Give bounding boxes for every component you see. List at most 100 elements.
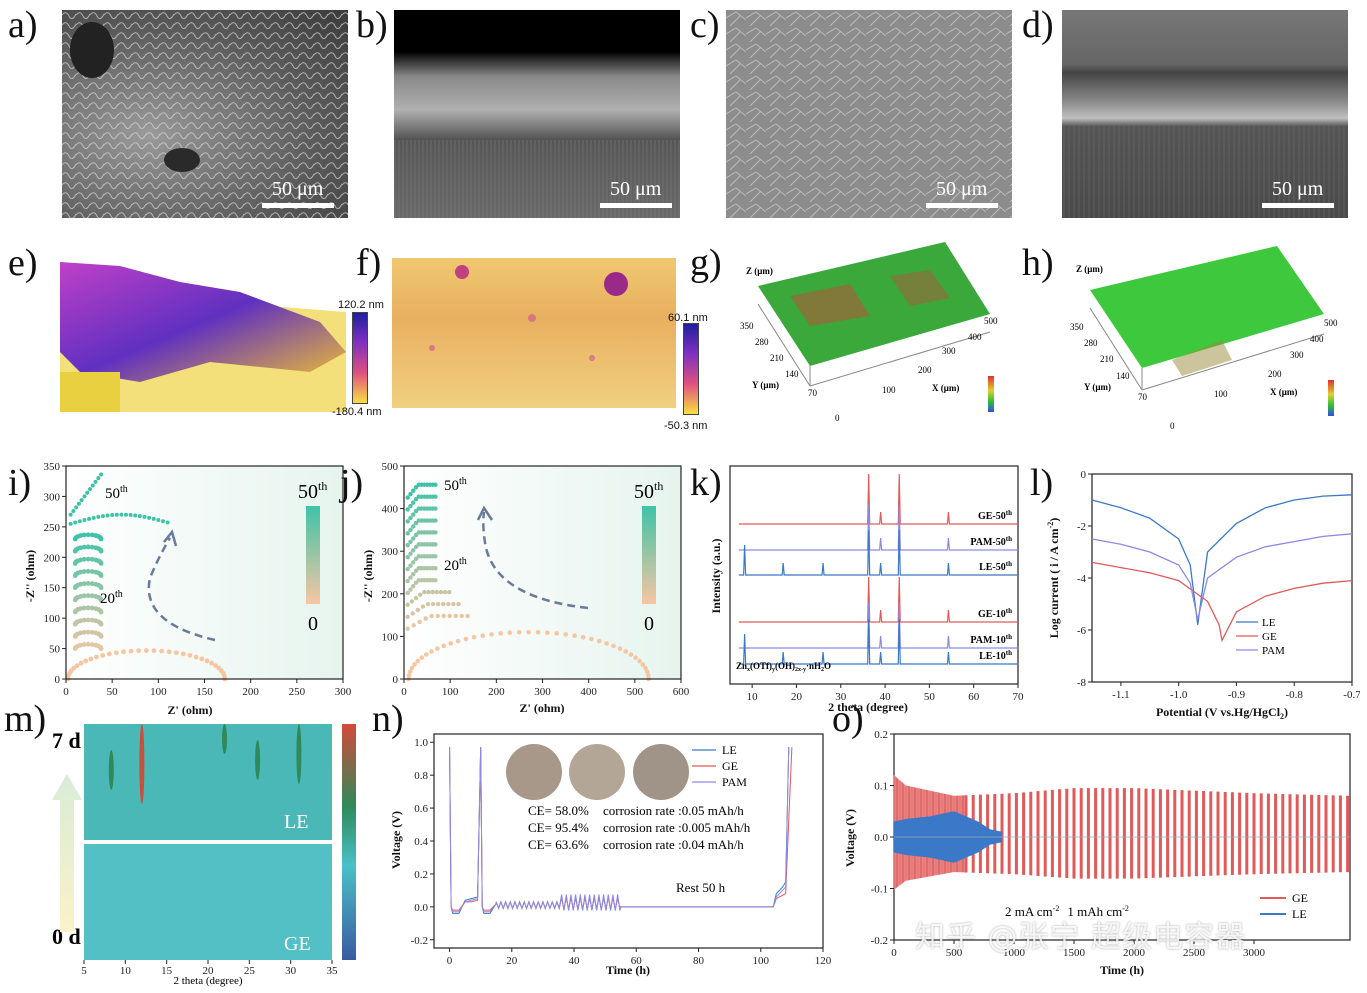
corrosion-rate-n: corrosion rate :0.04 mAh/h bbox=[603, 837, 744, 852]
xrd-trace-k bbox=[738, 602, 1018, 649]
heatmap-streak-m bbox=[255, 740, 261, 780]
y-tick-o: 0.1 bbox=[874, 781, 888, 793]
eis-point-i bbox=[151, 516, 156, 521]
x-tick-n: 0 bbox=[447, 955, 453, 967]
eis-point-j bbox=[433, 518, 438, 523]
eis-point-j bbox=[405, 566, 410, 572]
panel-label-c: c) bbox=[690, 4, 720, 46]
surface-g-patch2 bbox=[890, 270, 950, 306]
z-label-h: Z (μm) bbox=[1076, 264, 1103, 274]
eis-point-j bbox=[430, 601, 436, 607]
profilometry-g: Z (μm) Y (μm) X (μm) 350 280 210 140 70 … bbox=[740, 242, 998, 423]
eis-point-j bbox=[406, 673, 412, 678]
x-tick-g-3: 400 bbox=[968, 332, 982, 342]
x-tick-o: 500 bbox=[946, 947, 963, 959]
eis-point-i bbox=[98, 548, 104, 554]
xrd-traces-k bbox=[738, 473, 1018, 665]
scale-bar-d bbox=[1262, 203, 1334, 208]
afm-min-e: -180.4 nm bbox=[332, 406, 382, 418]
x-tick-n: 20 bbox=[506, 955, 518, 967]
eis-point-j bbox=[453, 613, 458, 619]
x-tick-m: 20 bbox=[203, 965, 215, 977]
eis-point-i bbox=[68, 512, 73, 517]
x-tick-g-4: 500 bbox=[984, 316, 998, 326]
time-arrow-m bbox=[52, 774, 82, 932]
x-tick-m: 5 bbox=[81, 965, 87, 977]
cbar-top-j: 50th bbox=[634, 479, 663, 503]
x-tick-k: 20 bbox=[791, 691, 803, 703]
xrd-trace-name-k: PAM-10 bbox=[970, 635, 1005, 646]
eis-point-j bbox=[572, 633, 577, 639]
legend-label-o: GE bbox=[1292, 891, 1308, 905]
eis-point-j bbox=[446, 601, 451, 607]
eis-point-i bbox=[98, 536, 104, 542]
eis-point-j bbox=[516, 629, 522, 635]
x-tick-j: 300 bbox=[534, 686, 551, 698]
y-ticks-i: 0 50 100 150 200 250 300 350 bbox=[44, 461, 66, 686]
rest-label-n: Rest 50 h bbox=[676, 880, 726, 895]
eis-point-i bbox=[81, 569, 87, 574]
eis-point-j bbox=[535, 629, 541, 635]
eis-point-i bbox=[81, 581, 87, 587]
xrd-trace-name-k: LE-50 bbox=[979, 562, 1006, 573]
tafel-line-ge bbox=[1091, 561, 1353, 643]
eis-point-j bbox=[409, 599, 415, 604]
chart-l: -1.1 -1.0 -0.9 -0.8 -0.7 0 -2 -4 -6 -8 LE GE PAM P… bbox=[1046, 469, 1360, 721]
eis-point-j bbox=[420, 604, 426, 609]
y-tick-o: -0.2 bbox=[871, 935, 888, 947]
y-tick-g-4: 70 bbox=[808, 388, 818, 398]
tafel-line-pam bbox=[1091, 533, 1353, 620]
y-tick-n: 0.8 bbox=[414, 770, 428, 782]
y-tick-l: 0 bbox=[1081, 469, 1087, 481]
cbar-top-i: 50th bbox=[298, 479, 327, 503]
xrd-trace-label-k: GE-10th bbox=[978, 607, 1012, 620]
panel-label-m: m) bbox=[4, 698, 47, 740]
eis-point-i bbox=[78, 594, 83, 599]
y-tick-j: 200 bbox=[382, 589, 399, 601]
legend-label-l: GE bbox=[1262, 631, 1277, 643]
y-label-h: Y (μm) bbox=[1084, 382, 1111, 392]
colorbar-m bbox=[342, 724, 356, 960]
panel-label-g: g) bbox=[690, 242, 722, 284]
eis-point-j bbox=[433, 494, 438, 499]
x-tick-o: 1500 bbox=[1063, 947, 1086, 959]
panel-label-o: o) bbox=[832, 698, 864, 740]
x-tick-k: 70 bbox=[1013, 691, 1025, 703]
eis-point-i bbox=[89, 569, 95, 574]
eis-point-i bbox=[85, 544, 91, 550]
eis-point-i bbox=[124, 512, 129, 517]
surface-h-patch bbox=[1172, 340, 1232, 376]
x-tick-i: 0 bbox=[63, 686, 69, 698]
legend-label-o: LE bbox=[1292, 907, 1307, 921]
y-ticks-l: 0 -2 -4 -6 -8 bbox=[1077, 469, 1092, 689]
eis-point-j bbox=[646, 673, 651, 678]
heatmap-streak-m bbox=[139, 724, 145, 804]
ce-value-n: CE= 63.6% bbox=[528, 837, 589, 852]
eis-point-j bbox=[413, 497, 419, 502]
eis-point-j bbox=[465, 613, 470, 619]
x-ticks-o: 0 500 1000 1500 2000 2500 3000 bbox=[891, 940, 1266, 959]
eis-point-i bbox=[82, 518, 87, 523]
eis-point-j bbox=[410, 611, 415, 616]
eis-point-i bbox=[85, 641, 91, 647]
eis-point-i bbox=[89, 556, 95, 562]
eis-point-i bbox=[89, 532, 95, 538]
legend-label-l: PAM bbox=[1262, 645, 1285, 657]
eis-point-i bbox=[78, 630, 83, 636]
xlabel-m: 2 theta (degree) bbox=[173, 975, 242, 987]
y-tick-h-4: 70 bbox=[1138, 392, 1148, 402]
eis-point-i bbox=[78, 557, 83, 563]
x-tick-l: -0.8 bbox=[1286, 689, 1304, 701]
x-ticks-k: 10 20 30 40 50 60 70 bbox=[747, 684, 1024, 703]
x-tick-o: 3000 bbox=[1243, 947, 1266, 959]
eis-point-i bbox=[213, 663, 218, 668]
eis-point-i bbox=[133, 513, 138, 518]
panel-label-e: e) bbox=[8, 242, 38, 284]
eis-point-j bbox=[422, 589, 427, 595]
eis-point-j bbox=[411, 548, 416, 553]
plot-bg-i bbox=[66, 466, 343, 679]
eis-point-i bbox=[98, 573, 104, 578]
eis-point-i bbox=[94, 654, 99, 660]
legend-label-n: LE bbox=[722, 743, 737, 757]
eis-point-j bbox=[604, 641, 609, 646]
